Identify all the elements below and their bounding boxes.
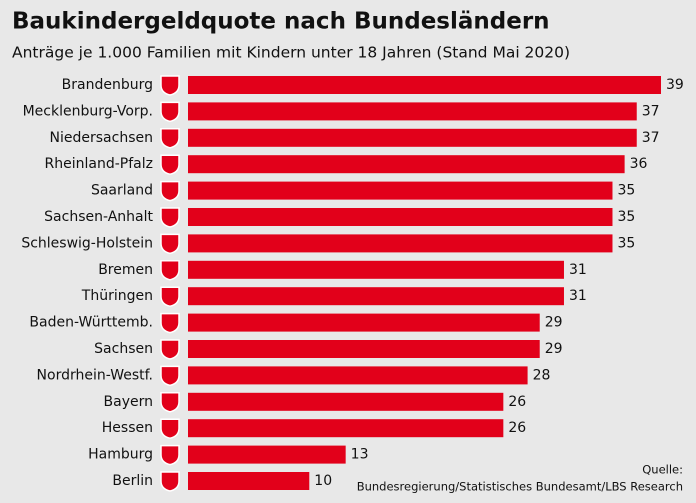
bar <box>188 419 504 438</box>
value-label: 29 <box>545 315 563 331</box>
bar <box>188 208 613 226</box>
coat-of-arms <box>160 392 180 413</box>
category-label: Niedersachsen <box>50 130 153 146</box>
bar <box>188 287 564 306</box>
bar <box>188 472 310 490</box>
bar <box>188 366 528 385</box>
category-label: Rheinland-Pfalz <box>45 156 153 172</box>
value-label: 26 <box>508 394 526 410</box>
bar <box>188 445 346 464</box>
value-label: 35 <box>617 209 635 225</box>
source-label: Quelle: <box>642 463 683 477</box>
value-label: 29 <box>545 341 563 357</box>
category-label: Bremen <box>98 262 153 278</box>
coat-of-arms <box>160 154 180 175</box>
value-label: 13 <box>351 447 369 463</box>
bar <box>188 181 613 200</box>
category-label: Sachsen-Anhalt <box>44 209 153 225</box>
value-label: 26 <box>508 420 526 436</box>
value-label: 37 <box>642 130 660 146</box>
coat-of-arms <box>160 101 180 123</box>
category-label: Baden-Württemb. <box>29 315 153 331</box>
coat-of-arms <box>160 471 180 492</box>
bar <box>188 102 637 121</box>
category-label: Thüringen <box>81 288 153 304</box>
value-label: 35 <box>617 235 635 251</box>
category-label: Mecklenburg-Vorp. <box>23 103 153 119</box>
coat-of-arms <box>160 312 180 334</box>
coat-of-arms <box>160 365 180 387</box>
bar <box>188 155 625 174</box>
value-label: 10 <box>314 473 332 489</box>
coat-of-arms <box>160 128 180 149</box>
value-label: 28 <box>533 367 551 383</box>
category-label: Nordrhein-Westf. <box>37 367 153 383</box>
coat-of-arms <box>160 233 180 255</box>
value-label: 31 <box>569 288 587 304</box>
coat-of-arms <box>160 75 180 96</box>
value-label: 31 <box>569 262 587 278</box>
bar <box>188 392 504 411</box>
value-label: 37 <box>642 103 660 119</box>
category-label: Brandenburg <box>62 77 153 93</box>
bar <box>188 234 613 253</box>
category-label: Schleswig-Holstein <box>21 235 153 251</box>
bar <box>188 313 540 332</box>
coat-of-arms <box>160 286 180 307</box>
bar <box>188 76 661 94</box>
category-label: Sachsen <box>94 341 153 357</box>
value-label: 35 <box>617 183 635 199</box>
value-label: 39 <box>666 77 684 93</box>
source-text: Bundesregierung/Statistisches Bundesamt/… <box>357 480 683 494</box>
chart-subtitle: Anträge je 1.000 Familien mit Kindern un… <box>12 44 570 62</box>
coat-of-arms <box>160 444 180 466</box>
coat-of-arms <box>160 207 180 228</box>
coat-of-arms <box>160 260 180 281</box>
bar <box>188 260 564 279</box>
category-label: Hamburg <box>88 447 153 463</box>
value-label: 36 <box>630 156 648 172</box>
category-label: Saarland <box>91 183 153 199</box>
chart-title: Baukindergeldquote nach Bundesländern <box>12 9 550 35</box>
coat-of-arms <box>160 180 180 202</box>
category-label: Bayern <box>104 394 153 410</box>
category-label: Hessen <box>102 420 153 436</box>
category-label: Berlin <box>112 473 153 489</box>
bar <box>188 128 637 147</box>
bar <box>188 340 540 358</box>
coat-of-arms <box>160 339 180 360</box>
coat-of-arms <box>160 418 180 439</box>
